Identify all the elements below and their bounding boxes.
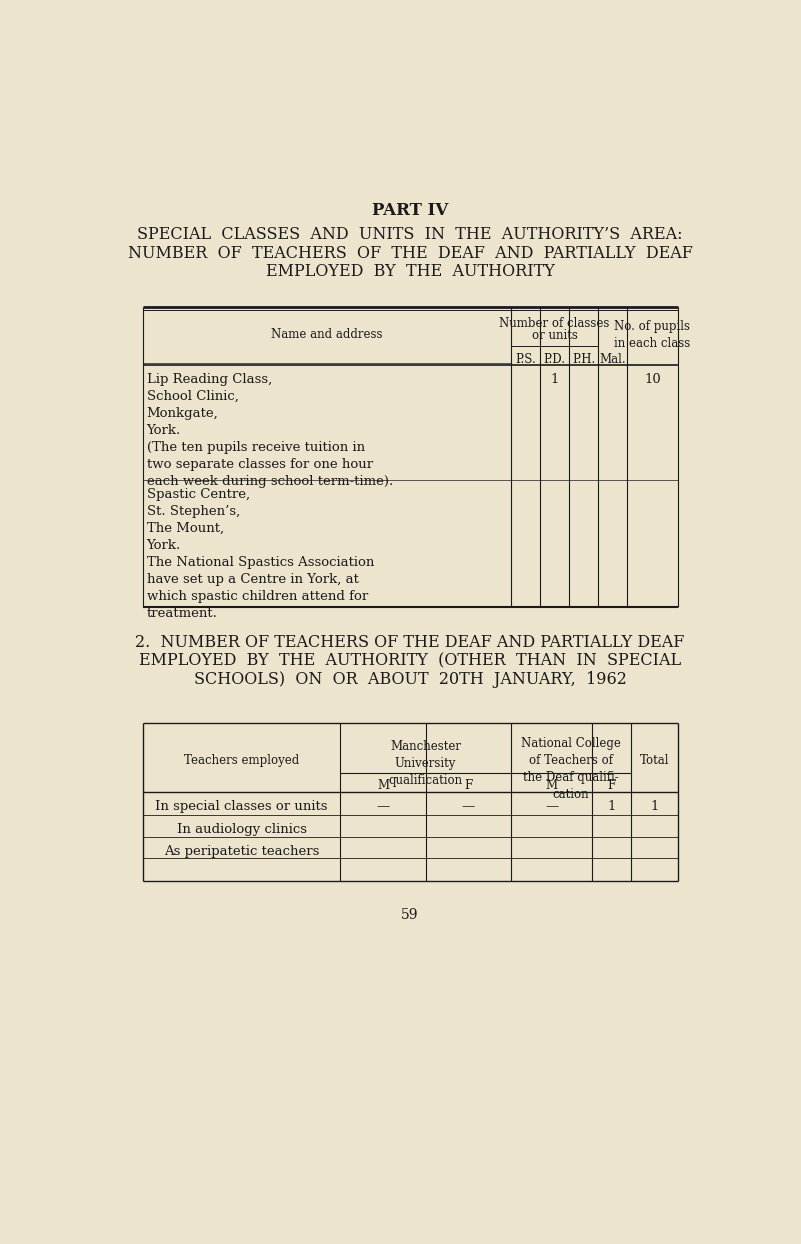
Text: F: F — [607, 779, 616, 792]
Text: 10: 10 — [644, 373, 661, 386]
Text: Manchester
University
qualification: Manchester University qualification — [388, 740, 463, 787]
Text: —: — — [545, 800, 558, 812]
Text: 2.  NUMBER OF TEACHERS OF THE DEAF AND PARTIALLY DEAF: 2. NUMBER OF TEACHERS OF THE DEAF AND PA… — [135, 634, 685, 652]
Text: In audiology clinics: In audiology clinics — [176, 824, 307, 836]
Text: —: — — [376, 800, 389, 812]
Text: NUMBER  OF  TEACHERS  OF  THE  DEAF  AND  PARTIALLY  DEAF: NUMBER OF TEACHERS OF THE DEAF AND PARTI… — [127, 245, 693, 261]
Text: SPECIAL  CLASSES  AND  UNITS  IN  THE  AUTHORITY’S  AREA:: SPECIAL CLASSES AND UNITS IN THE AUTHORI… — [138, 226, 683, 244]
Text: Name and address: Name and address — [271, 328, 383, 341]
Text: Lip Reading Class,
School Clinic,
Monkgate,
York.
(The ten pupils receive tuitio: Lip Reading Class, School Clinic, Monkga… — [147, 373, 392, 488]
Text: Number of classes: Number of classes — [500, 317, 610, 330]
Text: 1: 1 — [650, 800, 658, 812]
Text: EMPLOYED  BY  THE  AUTHORITY: EMPLOYED BY THE AUTHORITY — [266, 264, 554, 280]
Text: P.D.: P.D. — [544, 353, 566, 366]
Text: Total: Total — [639, 754, 669, 766]
Text: F: F — [464, 779, 473, 792]
Text: M: M — [545, 779, 557, 792]
Text: EMPLOYED  BY  THE  AUTHORITY  (OTHER  THAN  IN  SPECIAL: EMPLOYED BY THE AUTHORITY (OTHER THAN IN… — [139, 653, 681, 669]
Text: or units: or units — [532, 330, 578, 342]
Text: —: — — [461, 800, 475, 812]
Text: 1: 1 — [607, 800, 616, 812]
Text: No. of pupils
in each class: No. of pupils in each class — [614, 320, 690, 351]
Text: M: M — [377, 779, 389, 792]
Text: SCHOOLS)  ON  OR  ABOUT  20TH  JANUARY,  1962: SCHOOLS) ON OR ABOUT 20TH JANUARY, 1962 — [194, 672, 626, 688]
Text: 1: 1 — [550, 373, 559, 386]
Text: 59: 59 — [401, 908, 419, 922]
Text: P.H.: P.H. — [572, 353, 595, 366]
Text: Teachers employed: Teachers employed — [184, 754, 300, 766]
Text: PART IV: PART IV — [372, 202, 449, 219]
Text: P.S.: P.S. — [515, 353, 536, 366]
Text: As peripatetic teachers: As peripatetic teachers — [164, 845, 320, 857]
Text: Spastic Centre,
St. Stephen’s,
The Mount,
York.
The National Spastics Associatio: Spastic Centre, St. Stephen’s, The Mount… — [147, 488, 374, 620]
Text: National College
of Teachers of
the Deaf qualifi-
cation: National College of Teachers of the Deaf… — [521, 736, 621, 801]
Text: In special classes or units: In special classes or units — [155, 800, 328, 812]
Text: Mal.: Mal. — [599, 353, 626, 366]
